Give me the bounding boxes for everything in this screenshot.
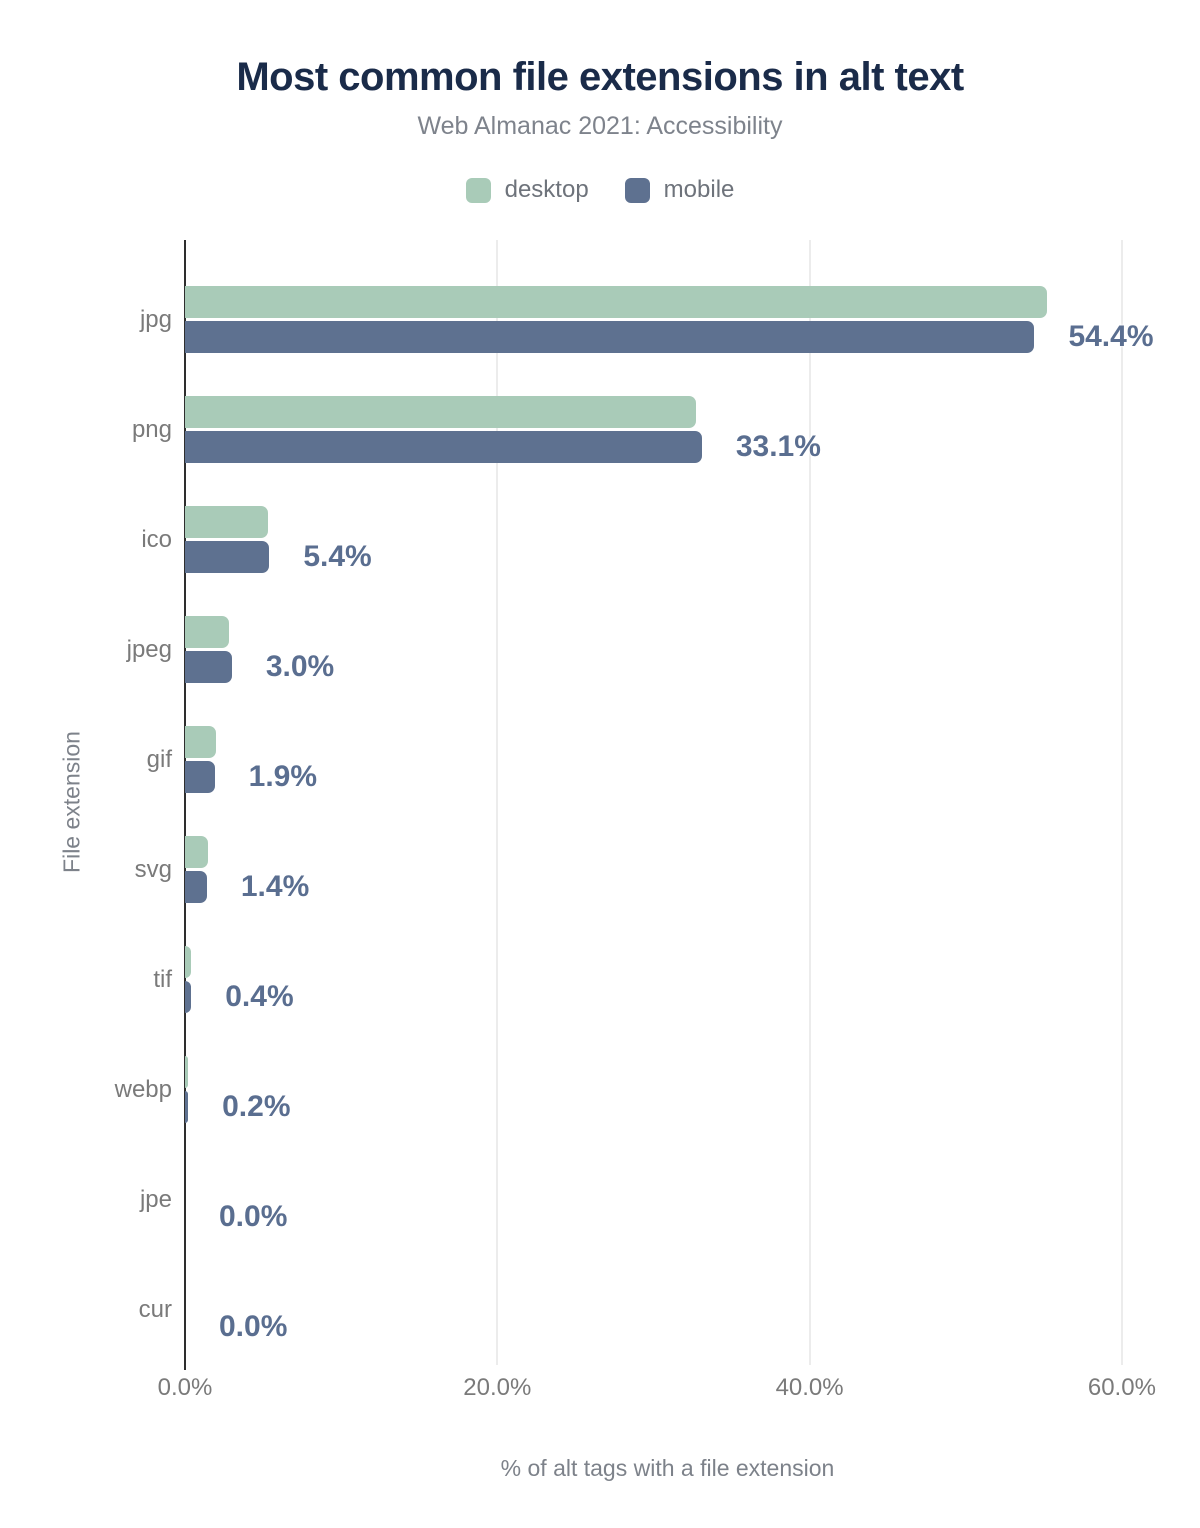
bar-desktop-png — [185, 396, 696, 428]
bar-mobile-ico — [185, 541, 270, 573]
category-label-tif: tif — [153, 966, 172, 993]
value-label-ico: 5.4% — [303, 540, 372, 573]
gridline-20.0% — [496, 240, 499, 1365]
legend: desktop mobile — [0, 176, 1200, 204]
value-label-jpg: 54.4% — [1068, 320, 1154, 353]
value-label-gif: 1.9% — [248, 760, 318, 793]
value-label-cur: 0.0% — [219, 1310, 288, 1343]
bar-mobile-jpeg — [185, 651, 232, 683]
bar-mobile-svg — [185, 871, 207, 903]
x-axis-title: % of alt tags with a file extension — [500, 1455, 835, 1481]
x-axis-ticks: 0.0% 20.0% 40.0% 60.0% — [158, 1374, 1156, 1406]
chart-row-webp: webp 0.2% — [115, 1035, 1150, 1145]
x-tick-label-60.0%: 60.0% — [1087, 1374, 1156, 1401]
chart-row-jpe: jpe 0.0% — [140, 1145, 1150, 1255]
value-label-jpeg: 3.0% — [265, 650, 335, 683]
bar-mobile-gif — [185, 761, 215, 793]
category-label-png: png — [131, 416, 172, 443]
value-label-jpe: 0.0% — [219, 1200, 288, 1233]
chart-row-ico: ico 5.4% — [141, 485, 1150, 595]
x-tick-label-0.0%: 0.0% — [157, 1374, 213, 1401]
category-label-cur: cur — [138, 1296, 172, 1323]
x-tick-label-40.0%: 40.0% — [775, 1374, 844, 1401]
desktop-swatch-icon — [465, 177, 491, 203]
bar-desktop-svg — [185, 836, 209, 868]
bar-desktop-gif — [185, 726, 217, 758]
chart-row-gif: gif 1.9% — [147, 705, 1150, 815]
bar-desktop-jpg — [185, 286, 1047, 318]
chart-row-jpeg: jpeg 3.0% — [127, 595, 1150, 705]
chart-subtitle: Web Almanac 2021: Accessibility — [417, 112, 783, 140]
category-label-webp: webp — [114, 1076, 172, 1103]
category-label-svg: svg — [134, 856, 172, 883]
bar-mobile-png — [185, 431, 702, 463]
value-label-svg: 1.4% — [240, 870, 310, 903]
legend-item-mobile[interactable]: mobile — [624, 176, 735, 204]
bar-desktop-webp — [185, 1056, 189, 1088]
gridline-60.0% — [1120, 240, 1123, 1365]
chart-row-tif: tif 0.4% — [153, 925, 1150, 1035]
chart-row-png: png 33.1% — [132, 375, 1150, 485]
mobile-swatch-icon — [624, 177, 650, 203]
bar-mobile-tif — [185, 981, 192, 1013]
category-label-ico: ico — [141, 526, 172, 553]
chart-row-jpg: jpg 54.4% — [140, 265, 1154, 375]
category-label-gif: gif — [146, 746, 172, 773]
category-label-jpe: jpe — [139, 1186, 172, 1213]
y-axis-title: File extension — [58, 731, 85, 873]
legend-label-mobile: mobile — [663, 176, 735, 203]
bar-desktop-ico — [185, 506, 268, 538]
y-axis-line — [184, 240, 186, 1370]
bar-mobile-jpg — [185, 321, 1035, 353]
category-label-jpg: jpg — [139, 306, 172, 333]
bar-desktop-jpeg — [185, 616, 229, 648]
legend-item-desktop[interactable]: desktop — [465, 176, 589, 204]
bar-mobile-webp — [185, 1091, 189, 1123]
chart-row-svg: svg 1.4% — [135, 815, 1150, 925]
value-label-webp: 0.2% — [222, 1090, 291, 1123]
value-label-png: 33.1% — [735, 430, 821, 463]
category-label-jpeg: jpeg — [126, 636, 172, 663]
legend-label-desktop: desktop — [504, 176, 589, 203]
value-label-tif: 0.4% — [225, 980, 294, 1013]
plot-area: jpg 54.4% png 33.1% ico 5.4% jpeg 3.0% gif 1.9% sv… — [115, 240, 1154, 1370]
bar-desktop-tif — [185, 946, 192, 978]
chart-row-cur: cur 0.0% — [139, 1255, 1150, 1365]
chart-title: Most common file extensions in alt text — [236, 55, 964, 99]
gridline-40.0% — [808, 240, 811, 1365]
x-tick-label-20.0%: 20.0% — [463, 1374, 532, 1401]
